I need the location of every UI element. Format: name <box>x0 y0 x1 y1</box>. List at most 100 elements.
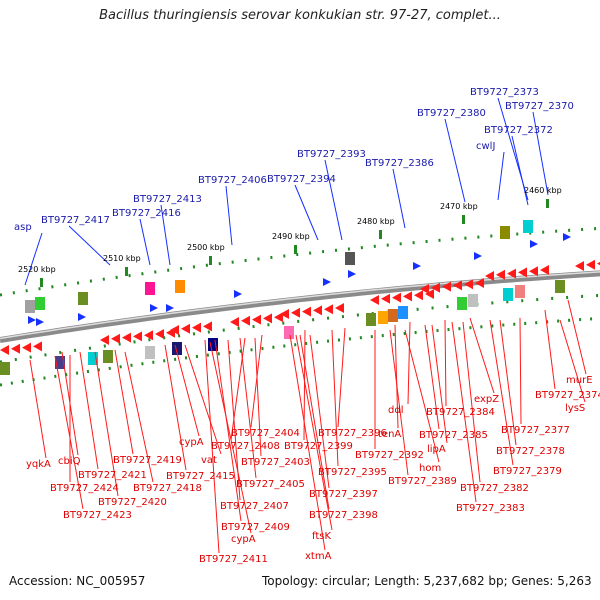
forward-gene-label: BT9727_2416 <box>112 208 181 219</box>
kbp-tick <box>125 267 128 276</box>
reverse-leader-line <box>444 319 447 407</box>
cog-gene-box <box>555 280 565 293</box>
reverse-gene-label: xtmA <box>305 551 332 562</box>
reverse-gene-arrow <box>133 331 142 342</box>
reverse-gene-arrow <box>302 306 311 317</box>
reverse-gene-label: vat <box>201 455 217 466</box>
reverse-gene-arrow <box>122 332 131 343</box>
forward-gene-label: BT9727_2380 <box>417 108 486 119</box>
forward-gene-label: BT9727_2372 <box>484 125 553 136</box>
reverse-gene-label: BT9727_2397 <box>309 489 378 500</box>
kbp-tick <box>546 199 549 208</box>
reverse-gene-arrow <box>33 341 42 352</box>
kbp-scale-label: 2520 kbp <box>18 265 56 274</box>
reverse-gene-label: BT9727_2379 <box>493 466 562 477</box>
cog-gene-box <box>55 356 65 369</box>
cog-gene-box <box>366 313 376 326</box>
cog-gene-box <box>208 338 218 351</box>
reverse-gene-label: BT9727_2384 <box>426 407 495 418</box>
reverse-gene-label: BT9727_2421 <box>78 470 147 481</box>
reverse-leader-line <box>559 319 586 403</box>
reverse-gene-label: BT9727_2377 <box>501 425 570 436</box>
cog-gene-box <box>457 297 467 310</box>
forward-gene-label: cwlJ <box>476 141 495 152</box>
reverse-gene-label: BT9727_2399 <box>284 441 353 452</box>
reverse-gene-label: BT9727_2396 <box>318 428 387 439</box>
cog-gene-box <box>78 292 88 305</box>
reverse-gene-arrow <box>166 327 175 338</box>
accession-text: Accession: NC_005957 <box>9 574 146 588</box>
cog-gene-box <box>284 326 294 339</box>
cog-gene-box <box>398 306 408 319</box>
reverse-gene-arrow <box>507 268 516 279</box>
reverse-gene-arrow <box>100 335 109 345</box>
reverse-gene-arrow <box>230 317 239 327</box>
forward-leader-line <box>160 204 171 266</box>
reverse-leader-line <box>164 344 187 471</box>
reverse-gene-label: BT9727_2398 <box>309 510 378 521</box>
reverse-gene-arrow <box>453 280 462 291</box>
reverse-leader-line <box>309 334 330 489</box>
reverse-gene-arrow <box>370 295 379 305</box>
forward-gene-label: BT9727_2394 <box>267 174 336 185</box>
reverse-gene-arrow <box>420 284 429 294</box>
reverse-gene-label: tenA <box>378 429 401 440</box>
reverse-gene-arrow <box>529 266 538 277</box>
kbp-scale-label: 2470 kbp <box>440 202 478 211</box>
reverse-gene-label: yqkA <box>26 459 51 470</box>
reverse-gene-arrow <box>403 291 412 302</box>
cog-gene-box <box>503 288 513 301</box>
reverse-gene-label: BT9727_2403 <box>241 457 310 468</box>
reverse-gene-arrow <box>252 314 261 325</box>
forward-gene-arrow <box>413 262 421 270</box>
reverse-gene-arrow <box>475 278 484 288</box>
reverse-leader-line <box>469 317 495 394</box>
reverse-leader-line <box>519 317 522 425</box>
forward-leader-line <box>392 168 406 229</box>
forward-gene-arrow <box>150 304 158 312</box>
forward-leader-line <box>225 185 233 246</box>
cog-gene-box <box>378 311 388 324</box>
forward-leader-line <box>294 184 319 241</box>
reverse-gene-label: BT9727_2395 <box>318 467 387 478</box>
forward-gene-arrow <box>474 252 482 260</box>
reverse-leader-line <box>94 351 119 497</box>
forward-gene-arrow <box>323 278 331 286</box>
reverse-leader-line <box>114 349 134 455</box>
reverse-gene-arrow <box>11 343 20 354</box>
reverse-gene-arrow <box>181 323 190 334</box>
kbp-scale-label: 2480 kbp <box>357 217 395 226</box>
forward-gene-label: asp <box>14 222 32 233</box>
reverse-leader-line <box>54 355 84 510</box>
cog-gene-box <box>468 294 478 307</box>
cog-gene-box <box>500 226 510 239</box>
reverse-gene-arrow <box>155 329 164 339</box>
reverse-gene-arrow <box>442 281 451 292</box>
forward-leader-line <box>511 135 529 206</box>
cog-gene-box <box>523 220 533 233</box>
reverse-leader-line <box>250 334 263 428</box>
reverse-leader-line <box>299 334 330 510</box>
kbp-scale-label: 2460 kbp <box>524 186 562 195</box>
reverse-gene-arrow <box>324 304 333 315</box>
reverse-gene-label: murE <box>566 375 593 386</box>
reverse-leader-line <box>394 324 399 429</box>
reverse-gene-label: BT9727_2385 <box>419 430 488 441</box>
forward-gene-arrow <box>36 318 44 326</box>
reverse-gene-label: BT9727_2382 <box>460 483 529 494</box>
reverse-gene-label: BT9727_2424 <box>50 483 119 494</box>
reverse-gene-label: BT9727_2405 <box>236 479 305 490</box>
reverse-leader-line <box>214 339 242 522</box>
forward-leader-line <box>24 232 43 286</box>
cog-gene-box <box>175 280 185 293</box>
reverse-gene-label: BT9727_2389 <box>388 476 457 487</box>
reverse-gene-label: BT9727_2409 <box>221 522 290 533</box>
reverse-leader-line <box>124 351 154 483</box>
forward-leader-line <box>444 118 466 203</box>
forward-gene-label: BT9727_2386 <box>365 158 434 169</box>
reverse-leader-line <box>204 339 220 554</box>
reverse-gene-arrow <box>392 292 401 303</box>
kbp-tick <box>379 230 382 239</box>
reverse-gene-label: lipA <box>427 444 446 455</box>
